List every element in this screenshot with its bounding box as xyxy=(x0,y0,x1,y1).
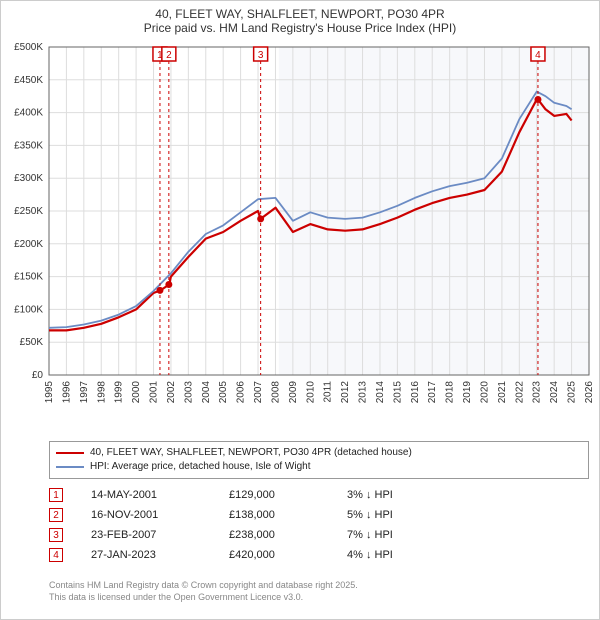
sales-table: 1 14-MAY-2001 £129,000 3% ↓ HPI 2 16-NOV-2001… xyxy=(49,485,589,565)
x-tick-label: 2003 xyxy=(183,381,194,404)
footer-line-2: This data is licensed under the Open Gov… xyxy=(49,591,358,603)
x-tick-label: 2021 xyxy=(497,381,508,404)
chart-area: £0£50K£100K£150K£200K£250K£300K£350K£400… xyxy=(49,43,589,423)
x-tick-label: 2011 xyxy=(323,381,334,403)
sales-row-marker: 3 xyxy=(49,528,63,542)
x-tick-label: 2018 xyxy=(445,381,456,404)
x-tick-label: 2001 xyxy=(149,381,160,404)
y-tick-label: £500K xyxy=(14,42,43,53)
sale-marker-number: 2 xyxy=(166,50,172,61)
legend-label: 40, FLEET WAY, SHALFLEET, NEWPORT, PO30 … xyxy=(90,446,412,460)
legend-swatch xyxy=(56,466,84,468)
x-tick-label: 1996 xyxy=(61,381,72,404)
sale-marker-number: 4 xyxy=(535,50,541,61)
x-tick-label: 2002 xyxy=(166,381,177,404)
y-tick-label: £400K xyxy=(14,108,43,119)
x-tick-label: 2016 xyxy=(410,381,421,404)
sale-marker-dot xyxy=(165,281,172,288)
x-tick-label: 2014 xyxy=(375,381,386,404)
x-tick-label: 2026 xyxy=(584,381,595,404)
sale-marker-dot xyxy=(534,96,541,103)
sale-marker-number: 3 xyxy=(258,50,264,61)
y-tick-label: £100K xyxy=(14,304,43,315)
sales-row-date: 23-FEB-2007 xyxy=(91,529,201,541)
sales-row-marker: 2 xyxy=(49,508,63,522)
footer-note: Contains HM Land Registry data © Crown c… xyxy=(49,579,358,603)
x-tick-label: 2017 xyxy=(427,381,438,404)
x-tick-label: 2020 xyxy=(479,381,490,404)
sales-row-date: 14-MAY-2001 xyxy=(91,489,201,501)
x-tick-label: 2006 xyxy=(236,381,247,404)
y-tick-label: £150K xyxy=(14,272,43,283)
sales-row-hpi: 4% ↓ HPI xyxy=(347,549,437,561)
sales-row-marker: 4 xyxy=(49,548,63,562)
x-tick-label: 2015 xyxy=(392,381,403,404)
x-tick-label: 2000 xyxy=(131,381,142,404)
x-tick-label: 2005 xyxy=(218,381,229,404)
y-tick-label: £350K xyxy=(14,140,43,151)
x-tick-label: 2007 xyxy=(253,381,264,404)
x-tick-label: 2008 xyxy=(270,381,281,404)
sales-row-price: £420,000 xyxy=(229,549,319,561)
title-block: 40, FLEET WAY, SHALFLEET, NEWPORT, PO30 … xyxy=(1,1,599,37)
legend-swatch xyxy=(56,452,84,454)
sales-row-price: £138,000 xyxy=(229,509,319,521)
x-tick-label: 2025 xyxy=(567,381,578,404)
x-tick-label: 1998 xyxy=(96,381,107,404)
legend: 40, FLEET WAY, SHALFLEET, NEWPORT, PO30 … xyxy=(49,441,589,479)
x-tick-label: 2013 xyxy=(358,381,369,404)
chart-svg: £0£50K£100K£150K£200K£250K£300K£350K£400… xyxy=(49,43,589,423)
x-tick-label: 2024 xyxy=(549,381,560,404)
x-tick-label: 2009 xyxy=(288,381,299,404)
x-tick-label: 2019 xyxy=(462,381,473,404)
sales-row-price: £238,000 xyxy=(229,529,319,541)
sale-marker-dot xyxy=(156,287,163,294)
x-tick-label: 2004 xyxy=(201,381,212,404)
sales-row-hpi: 5% ↓ HPI xyxy=(347,509,437,521)
sale-marker-dot xyxy=(257,215,264,222)
sales-row-date: 16-NOV-2001 xyxy=(91,509,201,521)
footer-line-1: Contains HM Land Registry data © Crown c… xyxy=(49,579,358,591)
sales-row-price: £129,000 xyxy=(229,489,319,501)
x-tick-label: 1999 xyxy=(114,381,125,404)
sales-row-date: 27-JAN-2023 xyxy=(91,549,201,561)
x-tick-label: 2012 xyxy=(340,381,351,404)
title-line-2: Price paid vs. HM Land Registry's House … xyxy=(1,21,599,35)
sales-row-hpi: 3% ↓ HPI xyxy=(347,489,437,501)
x-tick-label: 2022 xyxy=(514,381,525,404)
sales-row: 3 23-FEB-2007 £238,000 7% ↓ HPI xyxy=(49,525,589,545)
x-tick-label: 2010 xyxy=(305,381,316,404)
y-tick-label: £450K xyxy=(14,75,43,86)
sales-row-marker: 1 xyxy=(49,488,63,502)
y-tick-label: £300K xyxy=(14,173,43,184)
sales-row: 4 27-JAN-2023 £420,000 4% ↓ HPI xyxy=(49,545,589,565)
sales-row-hpi: 7% ↓ HPI xyxy=(347,529,437,541)
x-tick-label: 2023 xyxy=(532,381,543,404)
legend-row: 40, FLEET WAY, SHALFLEET, NEWPORT, PO30 … xyxy=(56,446,582,460)
chart-container: 40, FLEET WAY, SHALFLEET, NEWPORT, PO30 … xyxy=(0,0,600,620)
title-line-1: 40, FLEET WAY, SHALFLEET, NEWPORT, PO30 … xyxy=(1,7,599,21)
y-tick-label: £250K xyxy=(14,206,43,217)
sales-row: 2 16-NOV-2001 £138,000 5% ↓ HPI xyxy=(49,505,589,525)
x-tick-label: 1997 xyxy=(79,381,90,404)
sales-row: 1 14-MAY-2001 £129,000 3% ↓ HPI xyxy=(49,485,589,505)
legend-label: HPI: Average price, detached house, Isle… xyxy=(90,460,311,474)
legend-row: HPI: Average price, detached house, Isle… xyxy=(56,460,582,474)
y-tick-label: £0 xyxy=(32,370,44,381)
y-tick-label: £50K xyxy=(20,337,44,348)
y-tick-label: £200K xyxy=(14,239,43,250)
x-tick-label: 1995 xyxy=(44,381,55,404)
